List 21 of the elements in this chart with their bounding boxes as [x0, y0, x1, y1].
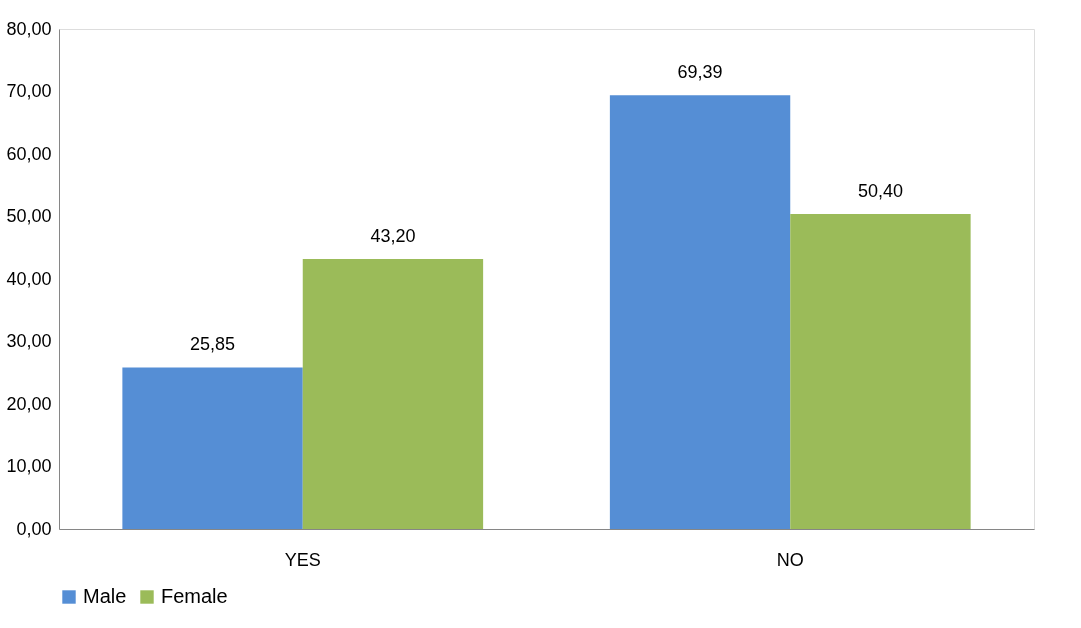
legend-label: Male: [83, 585, 127, 607]
y-tick-label: 70,00: [6, 81, 52, 101]
y-tick-label: 50,00: [6, 206, 52, 226]
y-tick-label: 0,00: [16, 518, 52, 539]
y-tick-label: 30,00: [6, 331, 52, 351]
data-label: 25,85: [190, 334, 236, 355]
bar: [609, 95, 791, 529]
x-tick-label: NO: [776, 549, 804, 570]
x-tick-label: YES: [284, 549, 321, 570]
y-tick-label: 40,00: [6, 268, 52, 289]
bar: [302, 259, 484, 529]
legend-label: Female: [161, 585, 228, 607]
data-label: 43,20: [370, 226, 416, 246]
bar: [790, 214, 971, 529]
y-tick-label: 60,00: [6, 143, 52, 164]
data-label: 69,39: [677, 62, 723, 83]
y-tick-label: 10,00: [6, 456, 52, 476]
bar: [122, 367, 303, 529]
y-tick-label: 80,00: [6, 18, 52, 39]
data-label: 50,40: [857, 181, 903, 201]
y-tick-label: 20,00: [6, 393, 52, 414]
